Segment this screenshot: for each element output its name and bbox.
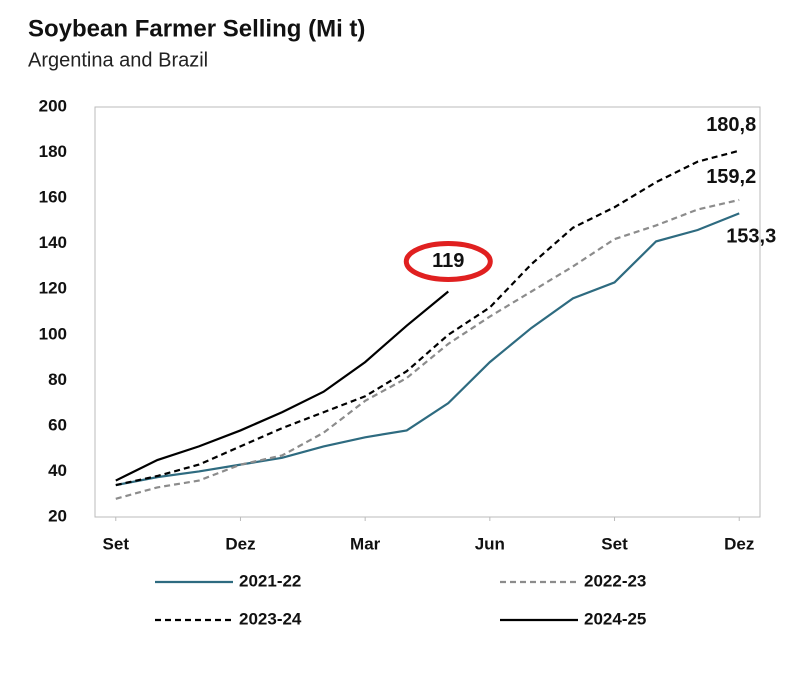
- legend-label: 2022-23: [584, 571, 646, 590]
- x-tick-label: Set: [103, 534, 130, 553]
- y-tick-label: 200: [39, 96, 67, 115]
- data-label: 159,2: [706, 166, 756, 188]
- y-tick-label: 80: [48, 370, 67, 389]
- data-label: 119: [432, 250, 464, 272]
- y-tick-label: 20: [48, 506, 67, 525]
- series-line: [115, 198, 740, 500]
- chart-subtitle: Argentina and Brazil: [28, 49, 208, 71]
- data-label: 180,8: [706, 114, 756, 136]
- x-tick-label: Dez: [225, 534, 255, 553]
- legend-label: 2024-25: [584, 609, 646, 628]
- series-line: [115, 212, 740, 487]
- highlight-ellipse: [403, 241, 493, 282]
- legend-label: 2023-24: [239, 609, 302, 628]
- chart-title: Soybean Farmer Selling (Mi t): [28, 15, 365, 42]
- y-tick-label: 40: [48, 461, 67, 480]
- x-tick-label: Jun: [475, 534, 505, 553]
- data-label: 153,3: [726, 226, 776, 248]
- legend-label: 2021-22: [239, 571, 301, 590]
- y-tick-label: 140: [39, 233, 67, 252]
- series-line: [115, 290, 449, 482]
- x-tick-label: Set: [601, 534, 628, 553]
- y-tick-label: 120: [39, 279, 67, 298]
- plot-area: [94, 106, 761, 518]
- x-tick-label: Dez: [724, 534, 754, 553]
- x-tick-label: Mar: [350, 534, 381, 553]
- y-tick-label: 180: [39, 142, 67, 161]
- series-line: [115, 149, 740, 487]
- y-tick-label: 60: [48, 415, 67, 434]
- y-tick-label: 160: [39, 188, 67, 207]
- y-tick-label: 100: [39, 324, 67, 343]
